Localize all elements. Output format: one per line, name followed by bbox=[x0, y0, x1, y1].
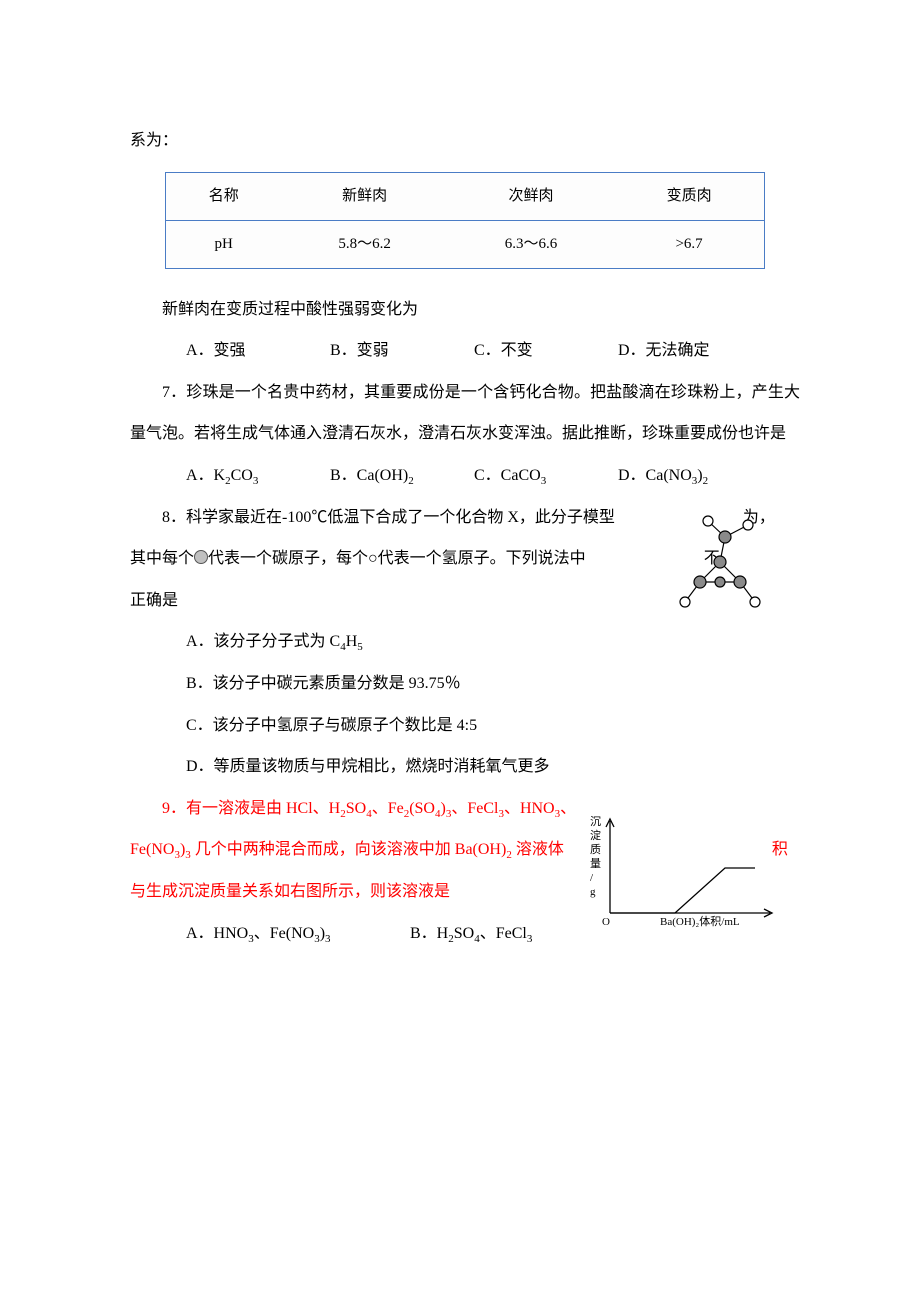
q7-d: D．Ca(NO3)2 bbox=[618, 455, 758, 497]
precipitate-graph: 沉 淀 质 量 / g O Ba(OH)₂体积/mL bbox=[580, 813, 780, 928]
filled-circle-icon bbox=[194, 550, 208, 564]
xlabel: Ba(OH)₂体积/mL bbox=[660, 914, 740, 928]
lead-fragment: 系为： bbox=[130, 120, 800, 162]
th-name: 名称 bbox=[166, 172, 282, 220]
q6-a: A．变强 bbox=[186, 330, 326, 372]
th-fresh: 新鲜肉 bbox=[281, 172, 447, 220]
q8-a: A．该分子分子式为 C4H5 bbox=[130, 621, 800, 663]
ylabel-2: 淀 bbox=[590, 828, 601, 842]
q6-c: C．不变 bbox=[474, 330, 614, 372]
q6-stem: 新鲜肉在变质过程中酸性强弱变化为 bbox=[130, 289, 800, 331]
cell-bad: >6.7 bbox=[614, 220, 764, 268]
ylabel-1: 沉 bbox=[590, 815, 601, 828]
q7-b: B．Ca(OH)2 bbox=[330, 455, 470, 497]
q8-c: C．该分子中氢原子与碳原子个数比是 4:5 bbox=[130, 705, 800, 747]
th-bad: 变质肉 bbox=[614, 172, 764, 220]
ph-table: 名称 新鲜肉 次鲜肉 变质肉 pH 5.8～6.2 6.3～6.6 >6.7 bbox=[165, 172, 765, 269]
origin-label: O bbox=[602, 916, 610, 928]
ylabel-4: 量 bbox=[590, 857, 601, 870]
q6-b: B．变弱 bbox=[330, 330, 470, 372]
q7-stem: 7．珍珠是一个名贵中药材，其重要成份是一个含钙化合物。把盐酸滴在珍珠粉上，产生大… bbox=[130, 372, 800, 455]
q6-d: D．无法确定 bbox=[618, 330, 758, 372]
ylabel-6: g bbox=[590, 886, 596, 898]
cell-fresh: 5.8～6.2 bbox=[281, 220, 447, 268]
ylabel-3: 质 bbox=[590, 843, 601, 856]
q8-b: B．该分子中碳元素质量分数是 93.75％ bbox=[130, 663, 800, 705]
q7-options: A．K2CO3 B．Ca(OH)2 C．CaCO3 D．Ca(NO3)2 bbox=[130, 455, 800, 497]
ylabel-5: / bbox=[590, 872, 594, 884]
q7-c: C．CaCO3 bbox=[474, 455, 614, 497]
q9-b: B．H2SO4、FeCl3 bbox=[410, 913, 550, 955]
q8-d: D．等质量该物质与甲烷相比，燃烧时消耗氧气更多 bbox=[130, 746, 800, 788]
molecule-diagram bbox=[670, 507, 770, 617]
q6-options: A．变强 B．变弱 C．不变 D．无法确定 bbox=[130, 330, 800, 372]
q7-a: A．K2CO3 bbox=[186, 455, 326, 497]
row-label: pH bbox=[166, 220, 282, 268]
q9-a: A．HNO3、Fe(NO3)3 bbox=[186, 913, 406, 955]
cell-second: 6.3～6.6 bbox=[448, 220, 614, 268]
th-second: 次鲜肉 bbox=[448, 172, 614, 220]
